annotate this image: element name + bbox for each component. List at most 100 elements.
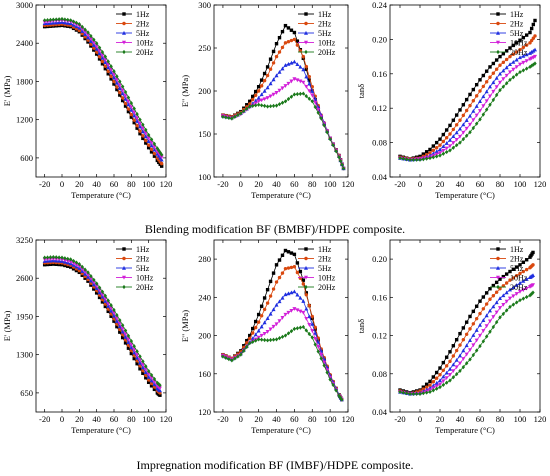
data-point: [444, 128, 449, 132]
data-point: [431, 155, 436, 160]
data-point: [498, 63, 502, 67]
data-point: [123, 104, 128, 108]
data-point: [129, 342, 134, 347]
x-tick-label: -20: [217, 414, 228, 424]
x-tick-label: 0: [60, 179, 64, 189]
data-point: [501, 68, 506, 73]
data-point: [444, 355, 449, 359]
data-point: [295, 326, 300, 331]
data-point: [138, 129, 142, 133]
data-point: [448, 148, 452, 153]
data-point: [310, 335, 314, 340]
legend-marker: [496, 21, 500, 26]
data-point: [120, 323, 125, 328]
data-point: [248, 102, 252, 106]
legend-marker: [304, 275, 308, 280]
data-point: [274, 91, 279, 95]
data-point: [451, 369, 456, 374]
data-point: [441, 148, 446, 153]
data-point: [256, 85, 261, 89]
data-point: [304, 74, 309, 79]
series-20Hz: [398, 290, 535, 396]
data-point: [514, 273, 519, 278]
data-point: [51, 262, 56, 266]
data-point: [488, 84, 492, 89]
data-point: [491, 315, 496, 319]
data-point: [71, 267, 76, 271]
data-point: [66, 17, 70, 22]
data-point: [521, 260, 526, 264]
data-point: [319, 116, 323, 121]
legend-label: 10Hz: [136, 274, 154, 283]
data-point: [120, 335, 125, 340]
data-point: [256, 337, 261, 342]
data-point: [438, 366, 442, 370]
data-point: [259, 98, 264, 103]
data-point: [488, 329, 492, 334]
data-point: [461, 348, 466, 353]
data-point: [304, 291, 309, 295]
data-point: [109, 314, 113, 318]
plot-frame: [35, 239, 167, 413]
data-point: [454, 143, 459, 148]
data-point: [92, 48, 96, 52]
data-point: [106, 59, 110, 64]
data-point: [307, 74, 311, 79]
data-point: [454, 348, 459, 353]
data-point: [298, 276, 303, 280]
x-tick-label: 120: [160, 179, 173, 189]
legend-marker: [122, 21, 126, 26]
data-point: [498, 315, 502, 320]
legend-marker: [122, 284, 126, 290]
data-point: [295, 43, 300, 47]
data-point: [86, 40, 90, 44]
data-point: [271, 92, 276, 97]
data-point: [295, 308, 300, 313]
data-point: [471, 322, 476, 326]
data-point: [292, 265, 297, 269]
series-line: [222, 93, 344, 169]
data-point: [533, 47, 537, 52]
data-point: [265, 85, 270, 90]
data-point: [259, 324, 264, 329]
data-point: [484, 69, 489, 73]
data-point: [464, 352, 469, 357]
data-point: [159, 155, 164, 160]
data-point: [115, 312, 119, 318]
data-point: [448, 359, 452, 364]
data-point: [48, 255, 53, 260]
data-point: [268, 104, 273, 109]
x-tick-label: 120: [342, 179, 355, 189]
data-point: [51, 17, 56, 22]
data-point: [504, 308, 509, 313]
series-20Hz: [42, 254, 162, 388]
data-point: [283, 333, 288, 338]
data-point: [97, 45, 102, 50]
legend-label: 5Hz: [318, 29, 332, 38]
data-point: [159, 164, 164, 168]
data-point: [112, 82, 116, 86]
data-point: [338, 158, 343, 164]
data-point: [120, 327, 125, 331]
data-point: [518, 263, 522, 267]
data-point: [337, 155, 341, 160]
data-point: [100, 289, 105, 294]
series-line: [222, 291, 343, 400]
data-point: [504, 57, 509, 62]
x-tick-label: 120: [534, 414, 547, 424]
data-point: [424, 385, 429, 389]
data-point: [152, 382, 157, 387]
data-point: [262, 103, 267, 109]
data-point: [511, 302, 516, 307]
data-point: [529, 26, 534, 31]
y-tick-label: 100: [198, 172, 211, 182]
data-point: [454, 130, 459, 135]
data-point: [94, 46, 99, 51]
data-point: [224, 115, 228, 120]
data-point: [120, 96, 125, 100]
data-point: [481, 112, 486, 117]
data-point: [283, 23, 288, 28]
data-point: [157, 386, 162, 391]
data-point: [428, 379, 432, 384]
